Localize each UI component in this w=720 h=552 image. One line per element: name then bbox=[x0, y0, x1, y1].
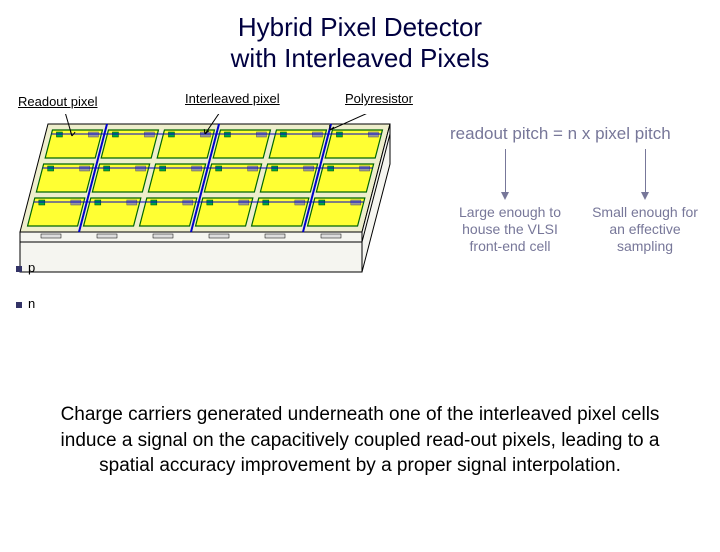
label-readout-pixel: Readout pixel bbox=[18, 94, 98, 109]
arrow-left bbox=[505, 149, 506, 194]
label-polyresistor: Polyresistor bbox=[345, 91, 413, 106]
body-paragraph: Charge carriers generated underneath one… bbox=[40, 402, 680, 479]
title-line-1: Hybrid Pixel Detector bbox=[238, 12, 482, 42]
arrow-right-head bbox=[641, 192, 649, 200]
bullet-p bbox=[16, 266, 22, 272]
label-interleaved-pixel: Interleaved pixel bbox=[185, 91, 280, 106]
note-vlsi: Large enough to house the VLSI front-end… bbox=[445, 204, 575, 254]
bullet-n bbox=[16, 302, 22, 308]
arrow-right bbox=[645, 149, 646, 194]
substrate-p: p bbox=[28, 260, 35, 275]
detector-diagram bbox=[10, 114, 440, 344]
arrow-left-head bbox=[501, 192, 509, 200]
note-sampling: Small enough for an effective sampling bbox=[585, 204, 705, 254]
equation-text: readout pitch = n x pixel pitch bbox=[450, 124, 671, 144]
title-line-2: with Interleaved Pixels bbox=[231, 43, 490, 73]
substrate-n: n bbox=[28, 296, 35, 311]
